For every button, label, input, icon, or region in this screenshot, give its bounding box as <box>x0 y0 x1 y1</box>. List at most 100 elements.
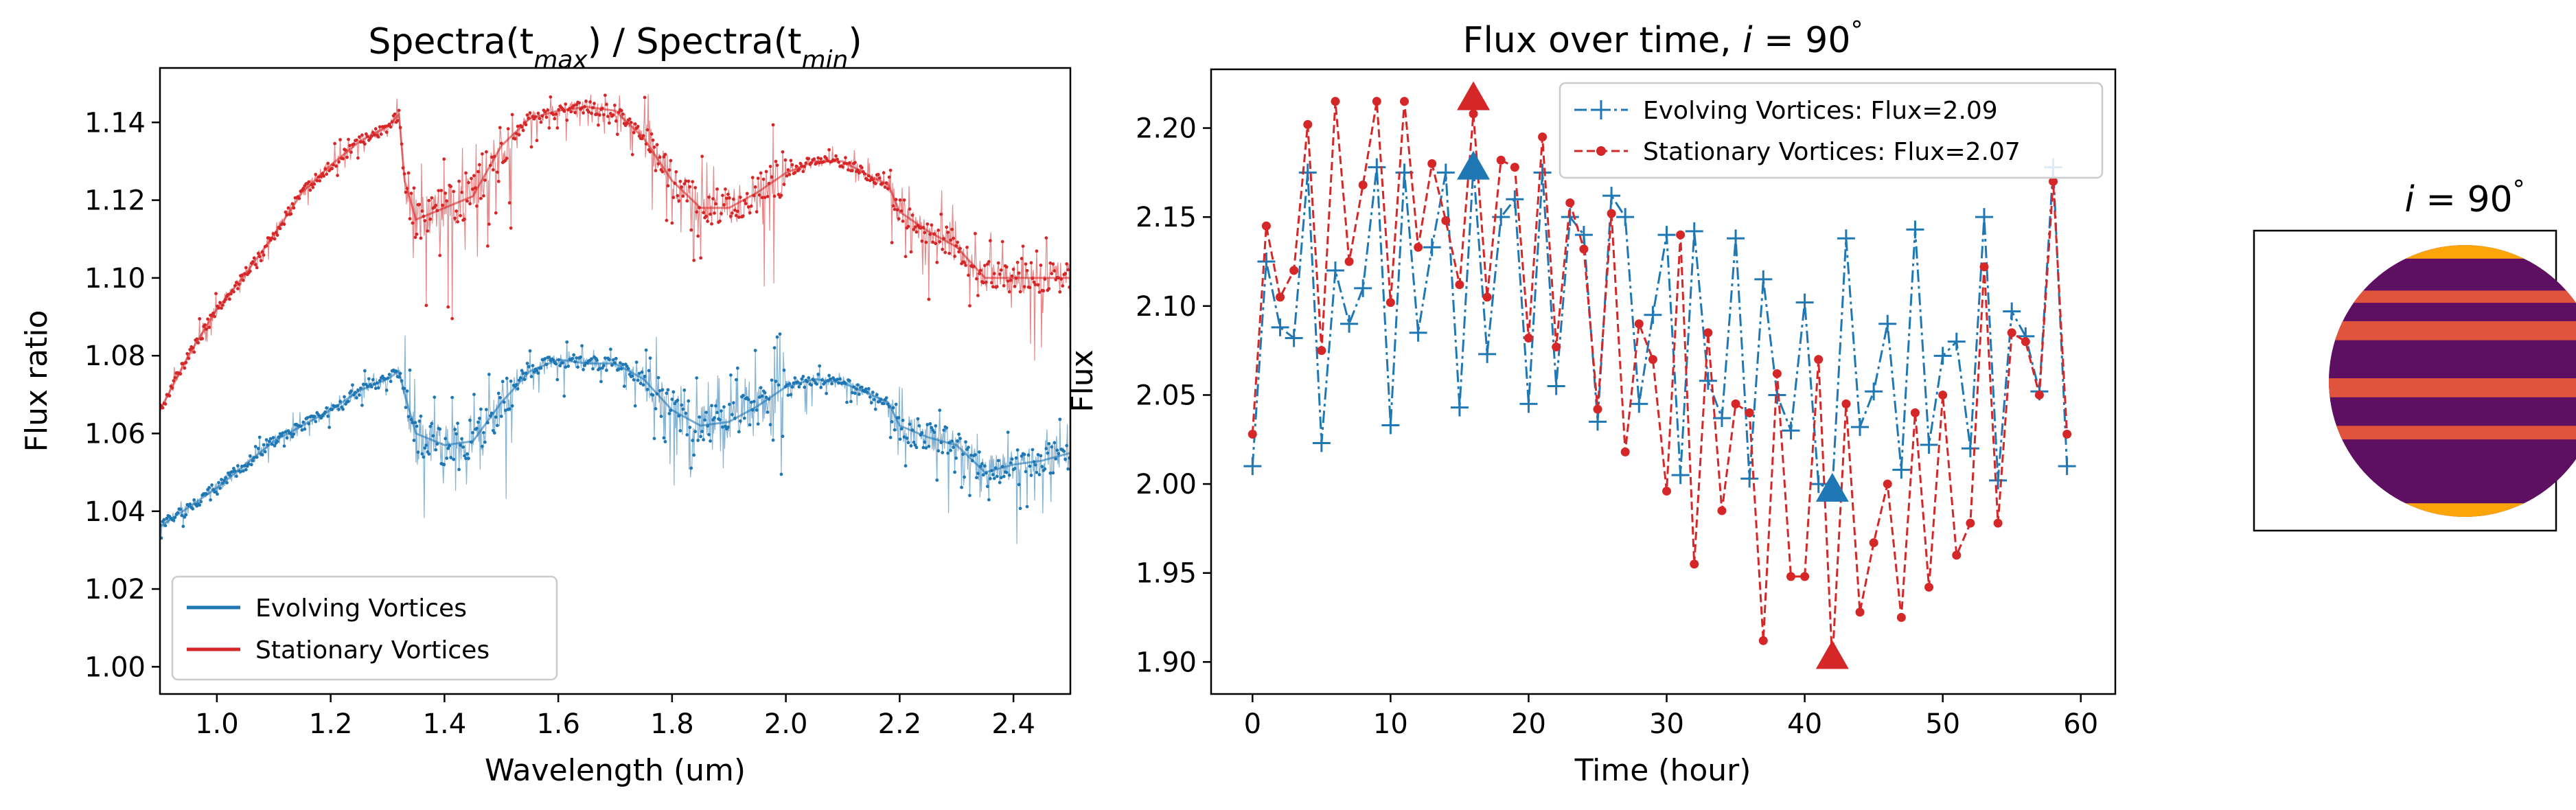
spectrum-point <box>855 383 860 387</box>
data-point <box>1593 404 1602 414</box>
spectrum-point <box>654 169 658 172</box>
spectrum-point <box>314 419 318 424</box>
spectrum-point <box>605 102 608 106</box>
spectrum-point <box>981 473 985 477</box>
spectrum-point <box>746 205 750 209</box>
spectrum-point <box>652 437 656 441</box>
spectrum-point <box>1017 483 1021 487</box>
spectrum-point <box>575 356 579 360</box>
spectrum-point <box>660 170 665 174</box>
spectrum-point <box>311 185 315 189</box>
spectrum-point <box>1006 430 1010 435</box>
spectrum-point <box>734 378 738 382</box>
spectrum-point <box>1057 452 1061 456</box>
y-tick-label: 1.02 <box>84 574 146 605</box>
data-point <box>1478 345 1497 363</box>
spectrum-point <box>495 424 499 428</box>
spectrum-point <box>622 384 626 389</box>
spectrum-point <box>591 367 595 371</box>
spectrum-point <box>588 100 592 104</box>
spectrum-point <box>787 382 792 386</box>
data-point <box>1441 216 1451 225</box>
spectrum-point <box>637 371 641 375</box>
spectrum-point <box>938 408 942 413</box>
spectrum-point <box>573 111 577 115</box>
spectrum-point <box>1004 265 1009 269</box>
spectrum-point <box>1055 448 1059 452</box>
spectrum-point <box>924 240 928 244</box>
data-point <box>1869 538 1878 548</box>
data-point <box>1657 226 1676 244</box>
spectrum-point <box>853 161 857 165</box>
spectrum-point <box>632 130 636 135</box>
spectrum-point <box>1048 261 1053 265</box>
data-point <box>1699 371 1717 390</box>
extrema-markers <box>1457 81 1849 669</box>
spectrum-point <box>412 439 416 442</box>
spectrum-point <box>282 222 286 227</box>
x-tick-label: 10 <box>1373 708 1408 740</box>
spectrum-point <box>259 259 263 263</box>
spectrum-point <box>741 393 745 397</box>
spectrum-point <box>710 404 713 408</box>
spectrum-point <box>300 428 304 432</box>
data-point <box>1523 333 1533 343</box>
spectrum-point <box>766 410 770 414</box>
spectrum-point <box>453 216 457 220</box>
spectrum-point <box>930 223 934 227</box>
spectrum-point <box>535 139 539 143</box>
spectrum-point <box>715 410 719 415</box>
spectrum-point <box>865 178 869 182</box>
spectrum-point <box>572 104 576 108</box>
spectrum-point <box>893 428 897 432</box>
data-point <box>1602 187 1621 205</box>
spectrum-point <box>958 437 962 441</box>
spectrum-point <box>753 349 757 352</box>
spectrum-point <box>887 175 891 179</box>
spectrum-point <box>1035 470 1039 474</box>
spectrum-point <box>749 204 753 208</box>
x-tick-label: 0 <box>1244 708 1261 740</box>
spectrum-point <box>873 407 877 411</box>
spectrum-point <box>424 443 428 448</box>
spectrum-point <box>904 255 908 259</box>
spectrum-point <box>898 198 902 202</box>
spectrum-point <box>1039 454 1043 458</box>
legend-label-evolving: Evolving Vortices <box>255 594 467 623</box>
spectrum-point <box>883 185 887 189</box>
spectrum-point <box>659 415 663 418</box>
spectrum-point <box>444 437 448 441</box>
spectrum-point <box>730 413 734 417</box>
spectrum-point <box>667 168 671 172</box>
spectrum-point <box>949 448 953 452</box>
data-point <box>1855 608 1865 617</box>
data-point <box>1947 332 1966 351</box>
spectrum-point <box>728 196 731 200</box>
spectrum-point <box>547 356 551 359</box>
data-point <box>1482 292 1492 302</box>
data-point <box>1851 418 1870 437</box>
spectrum-point <box>1004 470 1009 474</box>
spectrum-point <box>273 237 277 241</box>
spectrum-point <box>924 446 928 450</box>
spectrum-point <box>216 492 219 496</box>
data-point <box>1952 551 1962 560</box>
data-point <box>1588 413 1607 431</box>
series-line <box>1251 101 2069 662</box>
spectrum-point <box>498 395 502 400</box>
spectrum-point <box>427 198 431 202</box>
spectrum-point <box>888 435 893 439</box>
spectrum-point <box>647 369 651 373</box>
spectrum-point <box>532 370 536 374</box>
spectrum-point <box>562 394 566 398</box>
spectrum-point <box>612 104 617 107</box>
spectrum-point <box>630 152 634 157</box>
spectrum-point <box>1002 474 1006 478</box>
data-point <box>1331 97 1340 106</box>
spectrum-point <box>1014 456 1018 460</box>
spectrum-point <box>426 229 430 233</box>
spectrum-point <box>1050 445 1054 449</box>
spectrum-point <box>891 406 895 410</box>
spectrum-point <box>925 222 930 226</box>
spectrum-point <box>516 387 520 391</box>
